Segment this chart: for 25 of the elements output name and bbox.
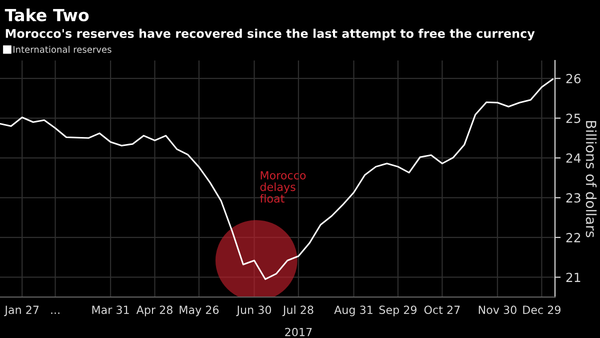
x-tick-label: May 26 [180,306,219,316]
y-tick-label: 26 [566,74,581,84]
x-tick-label: Jul 28 [282,305,314,316]
line-series [0,78,554,280]
y-axis-title: Billions of dollars [586,121,597,238]
x-tick-label: ... [51,312,60,314]
x-tick-label: Nov 30 [478,306,516,314]
y-tick-label: 21 [566,272,580,282]
x-tick-label: Jan 27 [4,306,39,316]
x-tick-label: Oct 27 [424,306,460,314]
y-tick-label: 24 [566,153,581,163]
y-tick-label: 25 [566,114,580,124]
y-tick-label: 22 [566,232,580,242]
x-tick-label: Jun 30 [236,306,272,316]
x-tick-label: Dec 29 [523,306,560,314]
y-tick-label: 23 [566,193,580,203]
x-tick-label: Aug 31 [334,306,372,316]
legend-label: International reserves [14,46,112,53]
x-tick-label: Mar 31 [92,306,129,314]
x-tick-label: Apr 28 [136,306,172,316]
annotation: Morocco delays float [260,171,306,203]
x-tick-label: Sep 29 [379,306,416,316]
chart-title: Take Two [4,8,89,22]
chart-subtitle: Morocco's reserves have recovered since the last attempt to free the currency [6,28,535,40]
text: 2017 [285,328,312,336]
